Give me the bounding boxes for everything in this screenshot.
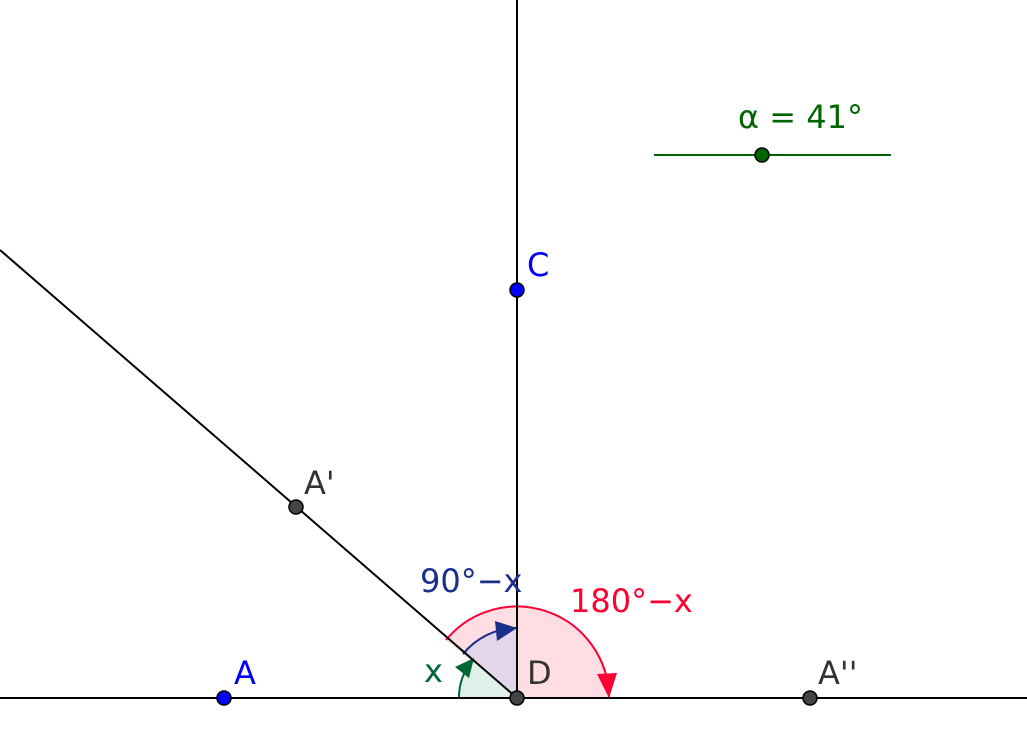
angle-180-minus-x-arc — [445, 605, 610, 699]
ray-d-a-prime — [0, 249, 518, 699]
point-a-double-prime[interactable] — [802, 690, 818, 706]
angle-180-arrowhead — [597, 673, 617, 698]
angle-x-sector — [458, 661, 517, 698]
label-a: A — [234, 654, 256, 692]
point-d[interactable] — [509, 690, 525, 706]
label-d: D — [527, 654, 552, 692]
angle-90-minus-x-sector — [463, 628, 517, 698]
angle-180-minus-x-label: 180°−x — [570, 582, 693, 620]
point-c[interactable] — [509, 282, 525, 298]
angle-180-minus-x-sector — [446, 606, 609, 698]
label-c: C — [527, 246, 549, 284]
slider-handle[interactable] — [754, 147, 770, 163]
slider-label: α = 41° — [738, 98, 863, 136]
angle-90-arrowhead — [495, 621, 517, 641]
point-a-prime[interactable] — [288, 499, 304, 515]
angle-90-minus-x-label: 90°−x — [420, 562, 522, 600]
angle-x-label: x — [424, 652, 443, 690]
angle-x-arrowhead — [455, 658, 474, 678]
point-a[interactable] — [216, 690, 232, 706]
label-a-prime: A' — [304, 464, 335, 502]
label-a-double-prime: A'' — [818, 654, 857, 692]
alpha-slider[interactable] — [654, 147, 891, 163]
